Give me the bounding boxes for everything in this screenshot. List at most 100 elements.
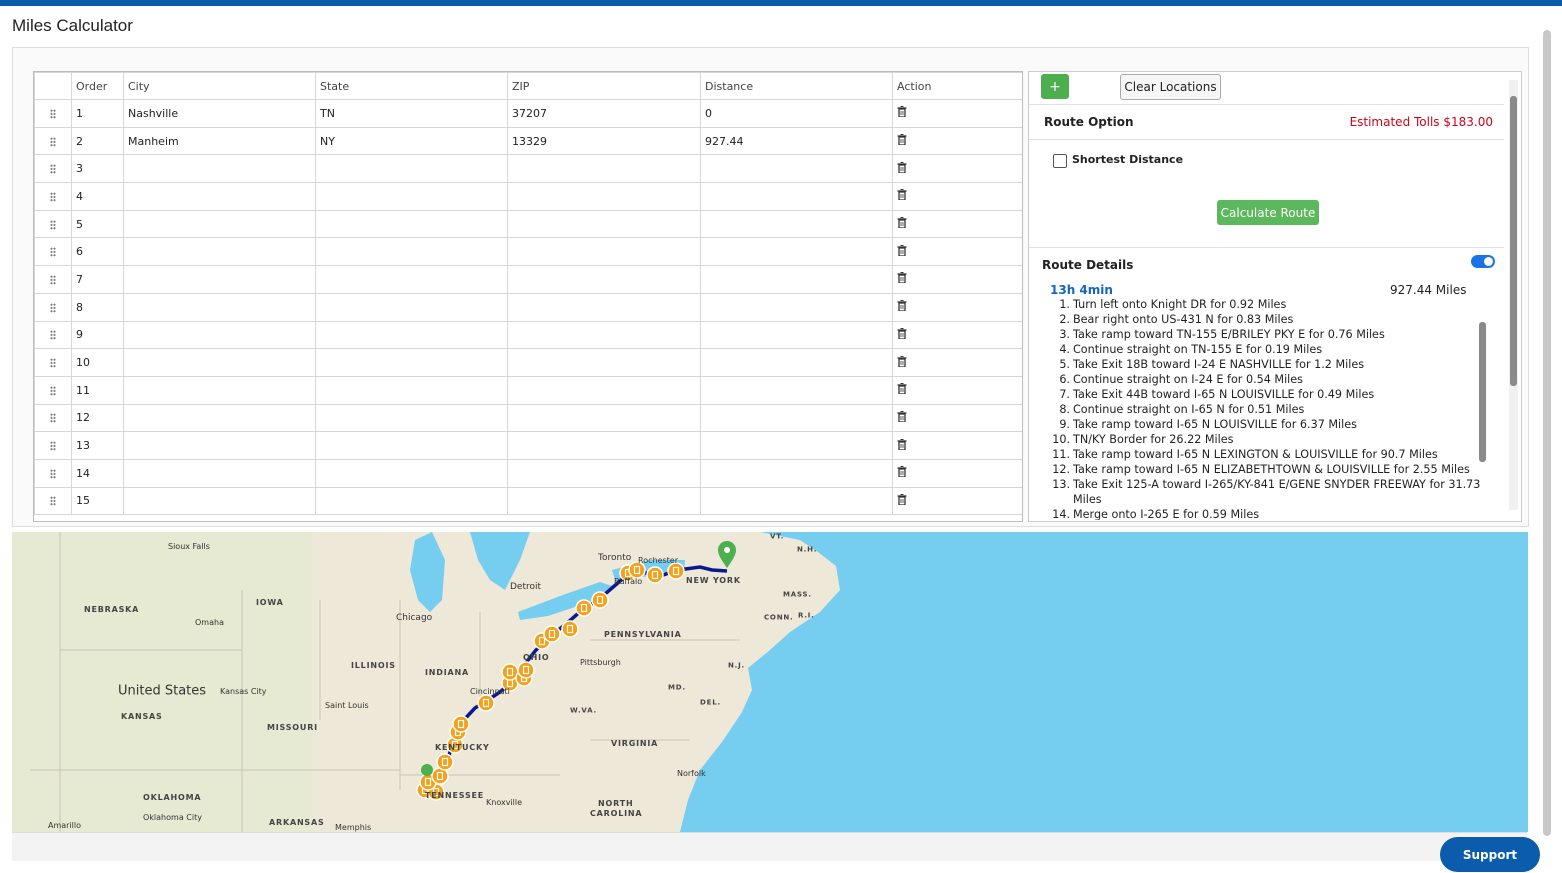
toggle[interactable]	[1471, 255, 1495, 268]
route-option-label: Route Option	[1044, 115, 1134, 129]
map-label: OKLAHOMA	[143, 793, 201, 802]
land-west	[12, 532, 312, 832]
delete-icon[interactable]	[897, 383, 907, 394]
order-cell: 5	[72, 210, 124, 238]
checkbox[interactable]	[1053, 154, 1067, 168]
fuel-marker[interactable]	[668, 563, 684, 579]
drag-handle[interactable]	[50, 386, 56, 396]
divider	[1029, 247, 1504, 248]
step-number: 8.	[1048, 402, 1073, 417]
state-cell	[316, 487, 508, 515]
fuel-marker[interactable]	[592, 592, 608, 608]
city-cell	[124, 238, 316, 266]
fuel-marker[interactable]	[647, 567, 663, 583]
map[interactable]: Sioux FallsTorontoRochesterDetroitBuffal…	[12, 532, 1528, 832]
shortest-label[interactable]: Shortest Distance	[1072, 153, 1183, 166]
zip-cell	[508, 266, 701, 294]
zip-cell	[508, 459, 701, 487]
order-cell: 8	[72, 293, 124, 321]
table-row: 1NashvilleTN372070	[35, 100, 1024, 128]
start-pin[interactable]	[421, 764, 433, 776]
scrollbar[interactable]	[1509, 80, 1518, 510]
distance-cell	[701, 349, 893, 377]
drag-handle[interactable]	[50, 303, 56, 313]
drag-handle[interactable]	[50, 220, 56, 230]
route-step: 10.TN/KY Border for 26.22 Miles	[1048, 432, 1488, 447]
fuel-marker[interactable]	[437, 754, 453, 770]
order-cell: 10	[72, 349, 124, 377]
delete-icon[interactable]	[897, 494, 907, 505]
fuel-marker[interactable]	[478, 695, 494, 711]
delete-icon[interactable]	[897, 439, 907, 450]
fuel-marker[interactable]	[544, 626, 560, 642]
delete-icon[interactable]	[897, 328, 907, 339]
table-row: 6	[35, 238, 1024, 266]
window-scrollbar[interactable]	[1543, 30, 1551, 836]
delete-icon[interactable]	[897, 217, 907, 228]
drag-handle[interactable]	[50, 469, 56, 479]
drag-cell	[35, 100, 72, 128]
table-row: 13	[35, 432, 1024, 460]
delete-icon[interactable]	[897, 466, 907, 477]
table-row: 2ManheimNY13329927.44	[35, 127, 1024, 155]
map-label: Oklahoma City	[143, 813, 202, 822]
fuel-marker[interactable]	[518, 662, 534, 678]
clear-button[interactable]: Clear Locations	[1120, 74, 1221, 100]
drag-cell	[35, 238, 72, 266]
fuel-marker[interactable]	[453, 716, 469, 732]
zip-cell	[508, 183, 701, 211]
delete-icon[interactable]	[897, 162, 907, 173]
distance-cell: 927.44	[701, 127, 893, 155]
map-label: KENTUCKY	[435, 743, 490, 752]
fuel-marker[interactable]	[562, 621, 578, 637]
step-number: 13.	[1048, 477, 1073, 507]
state-cell: NY	[316, 127, 508, 155]
delete-icon[interactable]	[897, 411, 907, 422]
map-label: Saint Louis	[325, 701, 369, 710]
city-cell	[124, 487, 316, 515]
map-label: CONN.	[764, 613, 793, 621]
order-cell: 12	[72, 404, 124, 432]
drag-handle[interactable]	[50, 413, 56, 423]
route-step: 7.Take Exit 44B toward I-65 N LOUISVILLE…	[1048, 387, 1488, 402]
delete-icon[interactable]	[897, 272, 907, 283]
drag-handle[interactable]	[50, 164, 56, 174]
route-details-label: Route Details	[1042, 258, 1133, 272]
drag-handle[interactable]	[50, 496, 56, 506]
drag-handle[interactable]	[50, 109, 56, 119]
route-step: 6.Continue straight on I-24 E for 0.54 M…	[1048, 372, 1488, 387]
step-text: Turn left onto Knight DR for 0.92 Miles	[1073, 297, 1286, 312]
calculate-button[interactable]: Calculate Route	[1217, 200, 1319, 225]
table: OrderCityStateZIPDistanceAction1Nashvill…	[34, 72, 1023, 515]
drag-handle[interactable]	[50, 192, 56, 202]
drag-handle[interactable]	[50, 330, 56, 340]
map-label: Memphis	[335, 823, 371, 832]
drag-handle[interactable]	[50, 137, 56, 147]
delete-icon[interactable]	[897, 134, 907, 145]
fuel-marker[interactable]	[576, 600, 592, 616]
zip-cell: 37207	[508, 100, 701, 128]
map-label: United States	[118, 684, 206, 699]
delete-icon[interactable]	[897, 245, 907, 256]
header-cell	[35, 73, 72, 100]
drag-cell	[35, 432, 72, 460]
header-cell: City	[124, 73, 316, 100]
route-step: 3.Take ramp toward TN-155 E/BRILEY PKY E…	[1048, 327, 1488, 342]
delete-icon[interactable]	[897, 106, 907, 117]
drag-handle[interactable]	[50, 358, 56, 368]
scroll-thumb[interactable]	[1510, 96, 1517, 386]
support-button[interactable]: Support	[1440, 837, 1540, 872]
delete-icon[interactable]	[897, 356, 907, 367]
drag-handle[interactable]	[50, 247, 56, 257]
step-number: 12.	[1048, 462, 1073, 477]
delete-icon[interactable]	[897, 189, 907, 200]
add-button[interactable]: +	[1041, 74, 1069, 99]
drag-handle[interactable]	[50, 275, 56, 285]
step-number: 6.	[1048, 372, 1073, 387]
state-cell	[316, 321, 508, 349]
action-cell	[893, 100, 1024, 128]
step-number: 3.	[1048, 327, 1073, 342]
step-text: Take ramp toward I-65 N ELIZABETHTOWN & …	[1073, 462, 1470, 477]
delete-icon[interactable]	[897, 300, 907, 311]
drag-handle[interactable]	[50, 441, 56, 451]
